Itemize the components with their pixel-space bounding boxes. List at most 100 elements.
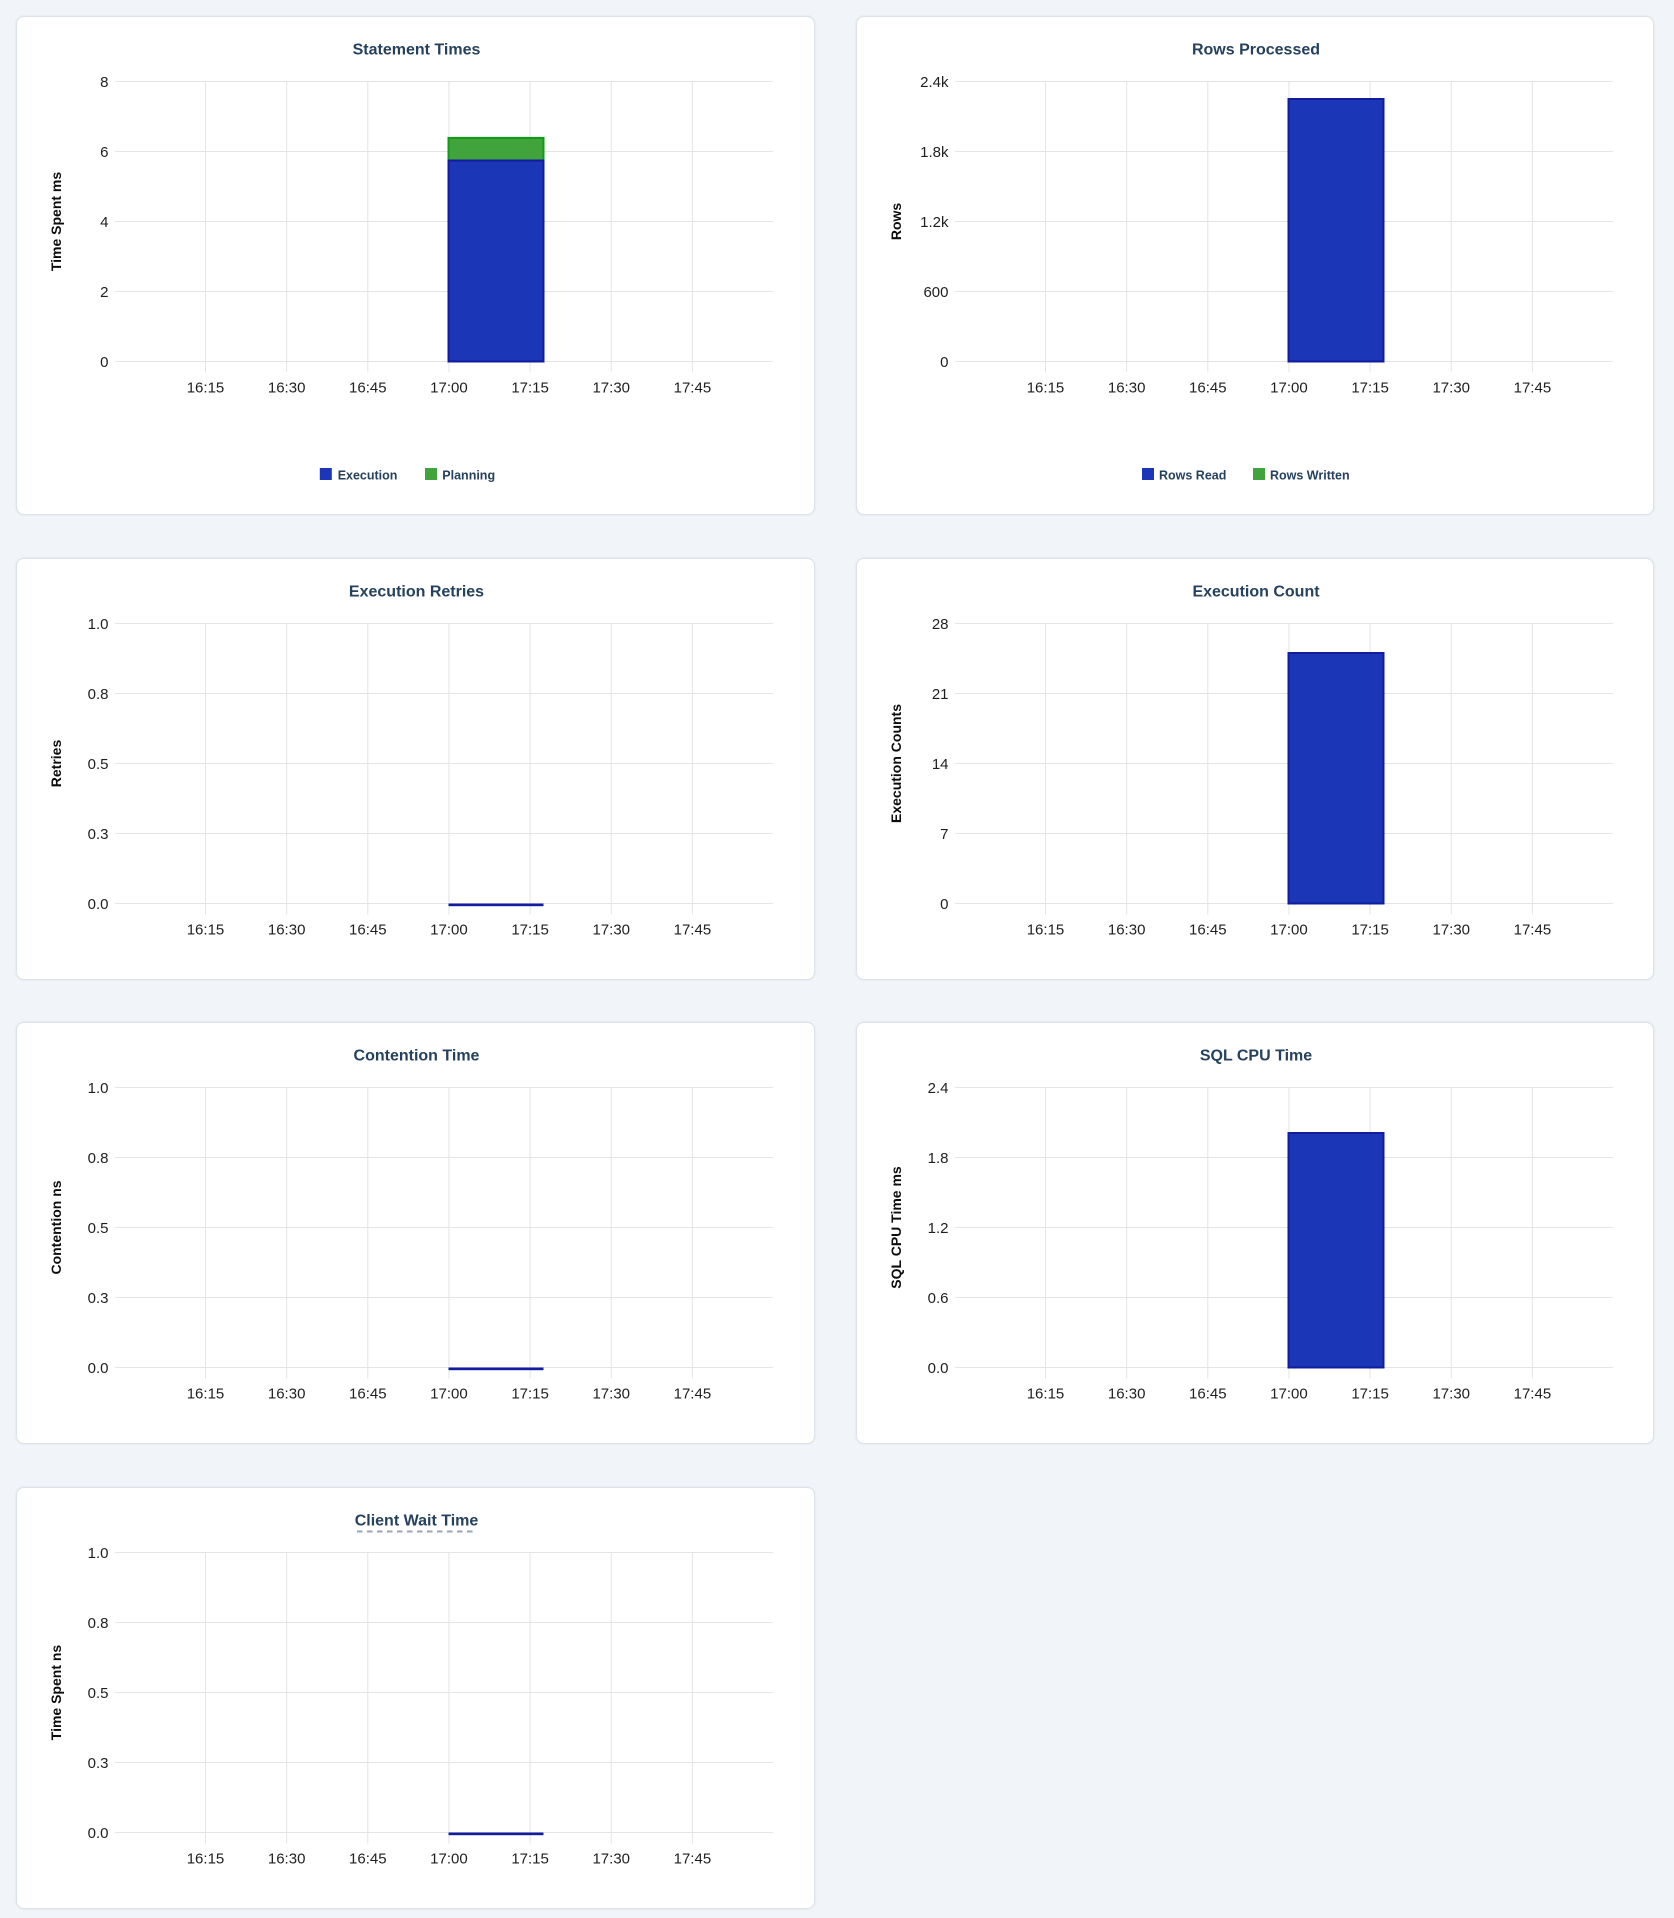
svg-text:0: 0 (100, 354, 108, 371)
svg-text:0.3: 0.3 (88, 1290, 109, 1307)
svg-text:Time Spent ns: Time Spent ns (48, 1645, 64, 1741)
svg-text:17:45: 17:45 (674, 380, 712, 397)
svg-text:17:30: 17:30 (1432, 1386, 1470, 1403)
svg-text:Rows Processed: Rows Processed (1192, 42, 1320, 59)
svg-text:17:45: 17:45 (674, 922, 712, 939)
svg-text:1.2k: 1.2k (920, 214, 949, 231)
svg-text:0.0: 0.0 (88, 1360, 109, 1377)
svg-text:Retries: Retries (48, 740, 64, 788)
svg-text:21: 21 (932, 686, 949, 703)
svg-text:4: 4 (100, 214, 108, 231)
svg-text:0.0: 0.0 (928, 1360, 949, 1377)
svg-text:0.5: 0.5 (88, 756, 109, 773)
svg-text:Planning: Planning (442, 469, 495, 483)
svg-text:16:45: 16:45 (1189, 1386, 1227, 1403)
svg-text:17:15: 17:15 (1351, 922, 1389, 939)
svg-text:2.4: 2.4 (928, 1080, 949, 1097)
svg-text:0.3: 0.3 (88, 826, 109, 843)
svg-text:16:45: 16:45 (1189, 380, 1227, 397)
svg-text:16:45: 16:45 (349, 380, 387, 397)
svg-text:17:15: 17:15 (511, 380, 549, 397)
svg-text:1.0: 1.0 (88, 1545, 109, 1562)
svg-text:Execution Count: Execution Count (1192, 584, 1320, 601)
svg-text:0.8: 0.8 (88, 1150, 109, 1167)
svg-text:16:30: 16:30 (1108, 380, 1146, 397)
svg-text:0: 0 (940, 896, 948, 913)
svg-text:16:30: 16:30 (268, 1386, 306, 1403)
svg-text:2.4k: 2.4k (920, 74, 949, 91)
svg-text:Time Spent ms: Time Spent ms (48, 172, 64, 272)
svg-text:17:00: 17:00 (1270, 1386, 1308, 1403)
svg-text:16:45: 16:45 (1189, 922, 1227, 939)
svg-text:17:45: 17:45 (1514, 1386, 1552, 1403)
svg-text:16:45: 16:45 (349, 1851, 387, 1868)
svg-text:8: 8 (100, 74, 108, 91)
svg-text:17:15: 17:15 (511, 1386, 549, 1403)
svg-text:16:15: 16:15 (1027, 922, 1065, 939)
svg-text:16:30: 16:30 (268, 380, 306, 397)
svg-text:17:30: 17:30 (592, 380, 630, 397)
svg-text:2: 2 (100, 284, 108, 301)
svg-text:17:30: 17:30 (592, 1386, 630, 1403)
svg-text:16:15: 16:15 (1027, 380, 1065, 397)
svg-text:17:45: 17:45 (674, 1386, 712, 1403)
svg-text:6: 6 (100, 144, 108, 161)
svg-text:17:00: 17:00 (430, 380, 468, 397)
svg-text:16:45: 16:45 (349, 1386, 387, 1403)
svg-text:0.0: 0.0 (88, 1825, 109, 1842)
svg-text:SQL CPU Time ms: SQL CPU Time ms (888, 1166, 904, 1289)
svg-text:16:30: 16:30 (1108, 1386, 1146, 1403)
svg-text:16:15: 16:15 (187, 1851, 225, 1868)
svg-text:Client Wait Time: Client Wait Time (355, 1513, 479, 1530)
svg-text:17:00: 17:00 (430, 922, 468, 939)
svg-text:16:30: 16:30 (1108, 922, 1146, 939)
svg-text:Statement Times: Statement Times (353, 42, 481, 59)
svg-text:1.2: 1.2 (928, 1220, 949, 1237)
svg-text:16:30: 16:30 (268, 1851, 306, 1868)
svg-text:17:00: 17:00 (1270, 922, 1308, 939)
svg-text:Execution: Execution (338, 469, 398, 483)
svg-text:16:45: 16:45 (349, 922, 387, 939)
svg-text:16:15: 16:15 (1027, 1386, 1065, 1403)
svg-text:1.0: 1.0 (88, 616, 109, 633)
svg-text:16:15: 16:15 (187, 922, 225, 939)
svg-text:17:15: 17:15 (1351, 1386, 1389, 1403)
svg-text:0: 0 (940, 354, 948, 371)
svg-text:Contention ns: Contention ns (48, 1180, 64, 1274)
svg-text:17:00: 17:00 (430, 1386, 468, 1403)
svg-text:Rows: Rows (888, 203, 904, 241)
svg-text:17:15: 17:15 (511, 1851, 549, 1868)
svg-text:17:30: 17:30 (592, 1851, 630, 1868)
svg-text:0.8: 0.8 (88, 1615, 109, 1632)
svg-text:16:15: 16:15 (187, 380, 225, 397)
svg-text:600: 600 (923, 284, 948, 301)
svg-text:28: 28 (932, 616, 949, 633)
svg-text:1.0: 1.0 (88, 1080, 109, 1097)
svg-text:0.5: 0.5 (88, 1220, 109, 1237)
svg-text:17:30: 17:30 (1432, 380, 1470, 397)
svg-text:17:30: 17:30 (592, 922, 630, 939)
svg-text:17:45: 17:45 (674, 1851, 712, 1868)
svg-text:16:30: 16:30 (268, 922, 306, 939)
svg-text:0.0: 0.0 (88, 896, 109, 913)
svg-text:17:45: 17:45 (1514, 922, 1552, 939)
svg-text:Execution Counts: Execution Counts (888, 704, 904, 823)
svg-text:16:15: 16:15 (187, 1386, 225, 1403)
svg-text:0.5: 0.5 (88, 1685, 109, 1702)
svg-text:Execution Retries: Execution Retries (349, 584, 484, 601)
svg-text:17:45: 17:45 (1514, 380, 1552, 397)
svg-text:14: 14 (932, 756, 949, 773)
svg-text:17:30: 17:30 (1432, 922, 1470, 939)
svg-text:1.8k: 1.8k (920, 144, 949, 161)
svg-text:17:15: 17:15 (511, 922, 549, 939)
svg-text:0.6: 0.6 (928, 1290, 949, 1307)
svg-text:17:00: 17:00 (1270, 380, 1308, 397)
svg-text:Rows Written: Rows Written (1270, 469, 1350, 483)
svg-text:Contention Time: Contention Time (354, 1048, 480, 1065)
svg-text:SQL CPU Time: SQL CPU Time (1200, 1048, 1312, 1065)
svg-text:Rows Read: Rows Read (1159, 469, 1226, 483)
svg-text:1.8: 1.8 (928, 1150, 949, 1167)
svg-text:17:00: 17:00 (430, 1851, 468, 1868)
svg-text:0.3: 0.3 (88, 1755, 109, 1772)
svg-text:7: 7 (940, 826, 948, 843)
